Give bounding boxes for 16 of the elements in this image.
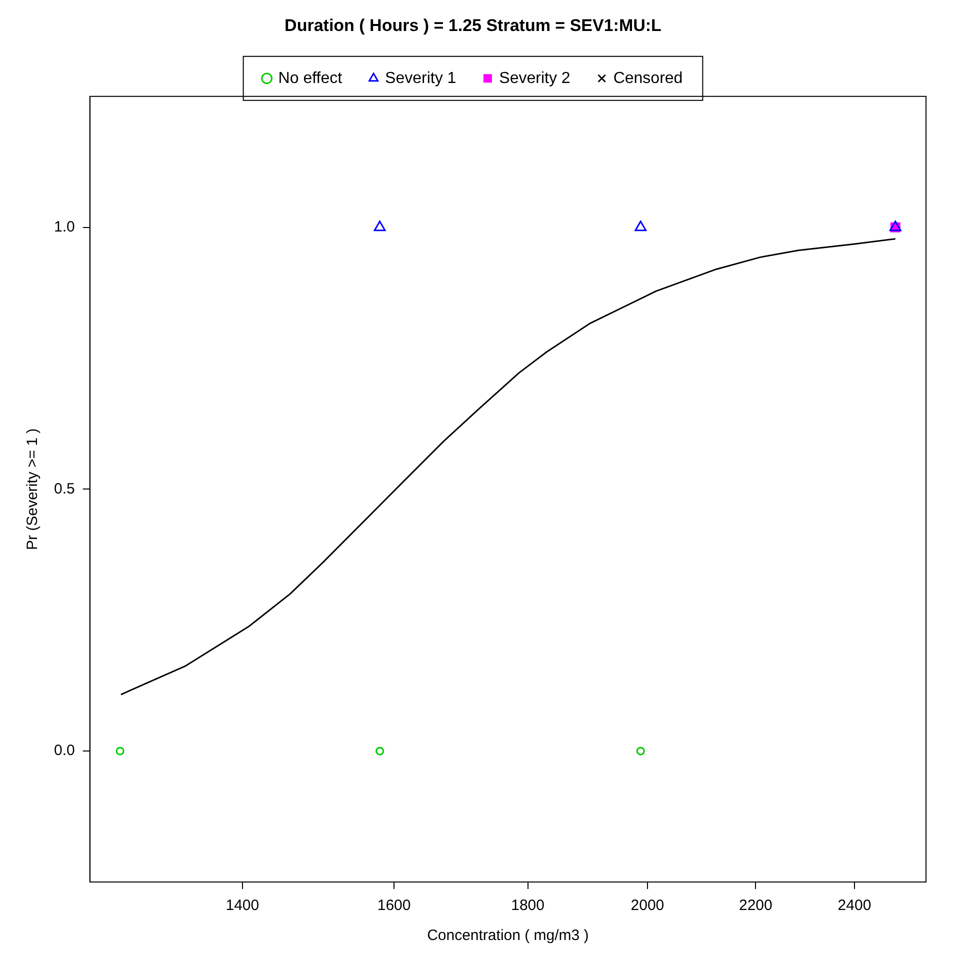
y-axis-title: Pr (Severity >= 1 ) <box>24 428 42 550</box>
legend-label: Severity 2 <box>499 70 570 87</box>
y-tick-label: 0.0 <box>54 742 75 760</box>
legend-label: Severity 1 <box>385 70 456 87</box>
y-tick-label: 1.0 <box>54 218 75 236</box>
x-tick-label: 1600 <box>377 897 411 914</box>
x-tick-label: 1800 <box>511 897 544 914</box>
legend-label: Censored <box>613 70 683 87</box>
x-tick-label: 2200 <box>738 897 772 914</box>
chart-title: Duration ( Hours ) = 1.25 Stratum = SEV1:MU:L <box>284 16 662 35</box>
x-tick-label: 1400 <box>226 897 260 914</box>
y-tick-label: 0.5 <box>54 480 75 498</box>
x-axis-title: Concentration ( mg/m3 ) <box>427 927 589 944</box>
legend-label: No effect <box>278 70 343 87</box>
x-tick-label: 2000 <box>630 897 664 914</box>
x-tick-label: 2400 <box>838 897 872 914</box>
